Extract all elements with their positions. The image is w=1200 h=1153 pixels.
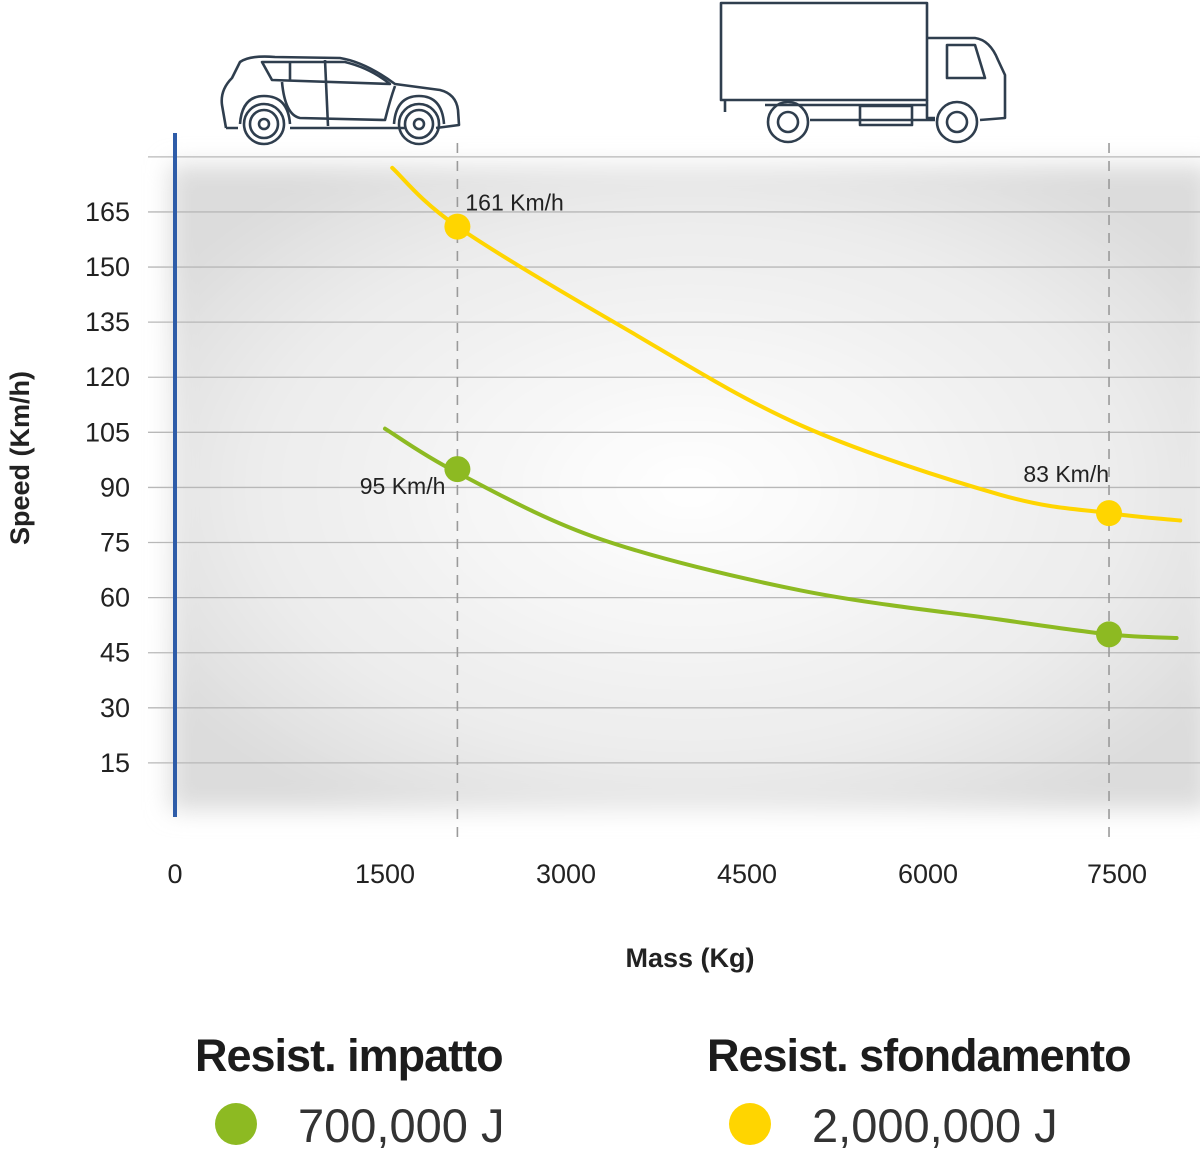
y-tick-label: 30	[100, 693, 130, 723]
x-tick-label: 3000	[536, 859, 596, 889]
legend-dot-impatto	[215, 1103, 257, 1145]
data-label: 161 Km/h	[465, 190, 563, 216]
data-point-sfondamento	[444, 213, 471, 240]
car-icon	[220, 55, 461, 146]
data-label: 83 Km/h	[1023, 461, 1109, 487]
legend-value-impatto: 700,000 J	[298, 1099, 505, 1152]
series-line-sfondamento	[390, 165, 1183, 523]
x-axis-title: Mass (Kg)	[625, 943, 754, 973]
y-tick-label: 135	[85, 307, 130, 337]
y-axis-title: Speed (Km/h)	[5, 371, 35, 545]
data-point-sfondamento	[1096, 500, 1123, 527]
legend-dot-sfondamento	[729, 1103, 771, 1145]
x-tick-label: 7500	[1087, 859, 1147, 889]
legend-title-sfondamento: Resist. sfondamento	[707, 1030, 1132, 1081]
truck-icon	[719, 1, 1007, 144]
y-tick-label: 60	[100, 583, 130, 613]
data-point-impatto	[1096, 621, 1123, 648]
y-tick-label: 90	[100, 472, 130, 502]
x-tick-label: 1500	[355, 859, 415, 889]
reference-lines	[456, 143, 1110, 840]
legend-value-sfondamento: 2,000,000 J	[812, 1099, 1058, 1152]
y-tick-label: 165	[85, 197, 130, 227]
y-tick-label: 150	[85, 252, 130, 282]
x-tick-label: 4500	[717, 859, 777, 889]
y-tick-label: 15	[100, 748, 130, 778]
y-tick-label: 105	[85, 417, 130, 447]
series-line-impatto	[383, 426, 1179, 641]
y-tick-label: 120	[85, 362, 130, 392]
y-tick-label: 75	[100, 528, 130, 558]
x-tick-label: 0	[167, 859, 182, 889]
y-tick-label: 45	[100, 638, 130, 668]
grid-lines	[148, 156, 1200, 764]
data-label: 95 Km/h	[360, 473, 446, 499]
x-tick-label: 6000	[898, 859, 958, 889]
legend-title-impatto: Resist. impatto	[195, 1030, 504, 1081]
data-point-impatto	[444, 456, 471, 483]
